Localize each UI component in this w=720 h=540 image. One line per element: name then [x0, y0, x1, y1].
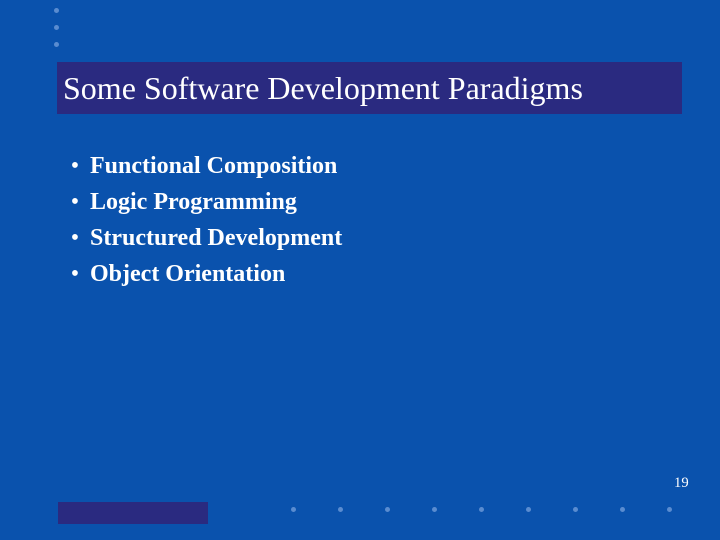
list-item: • Functional Composition — [60, 148, 342, 184]
bullet-marker-icon: • — [60, 148, 90, 184]
bullet-text: Object Orientation — [90, 256, 285, 292]
decorative-dots-top-left — [54, 8, 59, 59]
title-bar: Some Software Development Paradigms — [57, 62, 682, 114]
page-number: 19 — [674, 475, 689, 492]
bullet-text: Logic Programming — [90, 184, 297, 220]
list-item: • Object Orientation — [60, 256, 342, 292]
bullet-marker-icon: • — [60, 184, 90, 220]
bullet-text: Structured Development — [90, 220, 342, 256]
list-item: • Structured Development — [60, 220, 342, 256]
bullet-marker-icon: • — [60, 256, 90, 292]
bullet-list: • Functional Composition • Logic Program… — [60, 148, 342, 292]
slide: Some Software Development Paradigms • Fu… — [0, 0, 720, 540]
bullet-marker-icon: • — [60, 220, 90, 256]
decorative-dots-bottom-right — [291, 507, 672, 512]
list-item: • Logic Programming — [60, 184, 342, 220]
bullet-text: Functional Composition — [90, 148, 337, 184]
decorative-rect-bottom — [58, 502, 208, 524]
slide-title: Some Software Development Paradigms — [63, 70, 583, 107]
